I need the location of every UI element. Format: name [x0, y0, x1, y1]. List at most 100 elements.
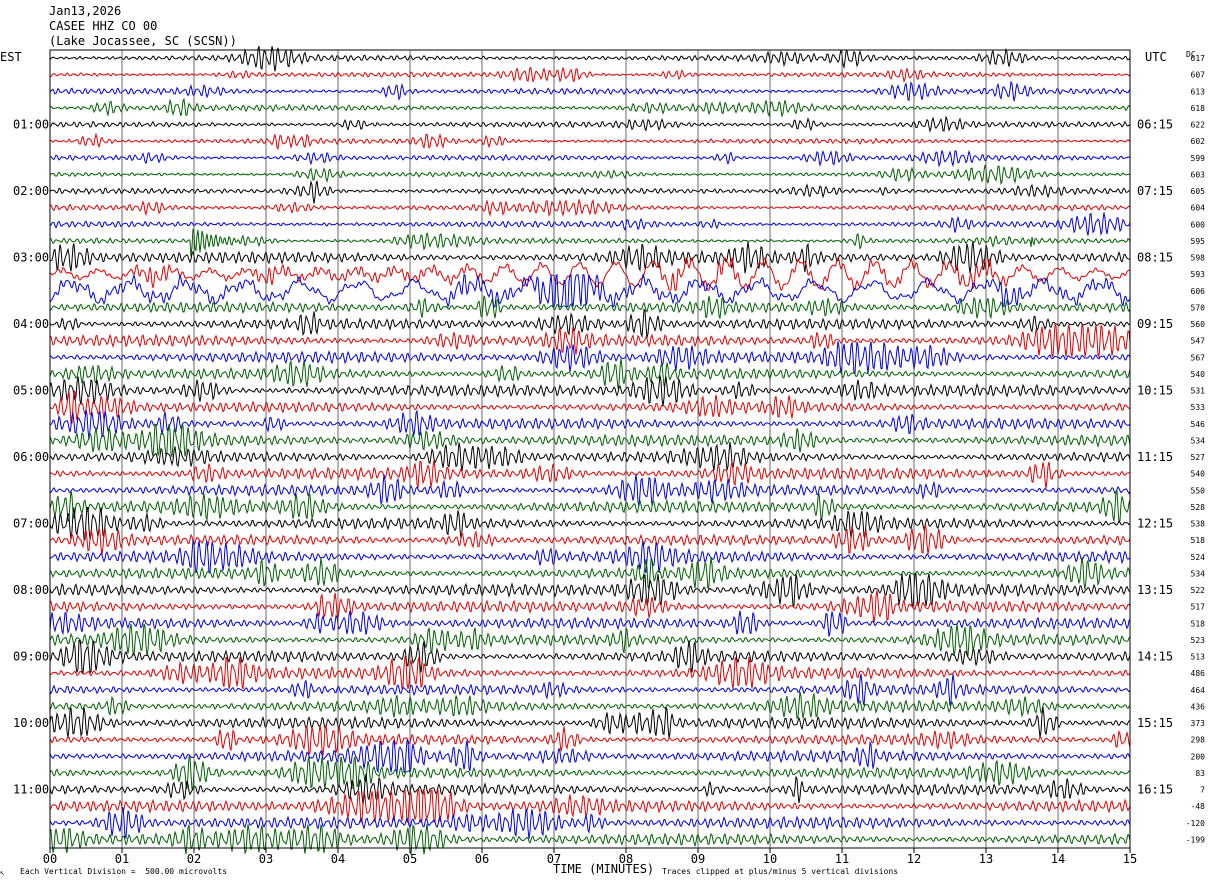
trace-row-10	[49, 212, 1131, 237]
left-time-label: 04:00	[13, 317, 49, 331]
right-time-label: 09:15	[1137, 317, 1173, 331]
dc-offset-label: 622	[1191, 121, 1206, 130]
dc-offset-label: -120	[1186, 819, 1205, 828]
x-tick-label-10: 10	[763, 852, 777, 866]
dc-offset-label: 570	[1191, 303, 1206, 312]
trace-row-0	[49, 45, 1131, 72]
dc-offset-label: 560	[1191, 320, 1206, 329]
right-time-label: 11:15	[1137, 450, 1173, 464]
dc-offset-label: 464	[1191, 686, 1206, 695]
trace-row-17	[49, 323, 1131, 359]
trace-row-47	[49, 823, 1131, 855]
trace-row-1	[49, 66, 1131, 83]
trace-row-15	[49, 295, 1131, 320]
dc-offset-label: 595	[1191, 237, 1206, 246]
grid-group	[49, 49, 1131, 853]
dc-offset-label: 436	[1191, 702, 1206, 711]
x-tick-label-00: 00	[43, 852, 57, 866]
trace-row-30	[49, 539, 1131, 574]
dc-offset-label: 517	[1191, 603, 1206, 612]
dc-offset-label: -199	[1186, 835, 1205, 844]
header-location: (Lake Jocassee, SC (SCSN))	[49, 34, 237, 48]
dc-offset-label: 547	[1191, 337, 1206, 346]
trace-row-45	[49, 788, 1131, 824]
dc-offset-label: 298	[1191, 736, 1206, 745]
trace-row-16	[49, 308, 1131, 339]
x-tick-label-09: 09	[691, 852, 705, 866]
left-time-label: 08:00	[13, 583, 49, 597]
trace-row-6	[49, 149, 1131, 168]
trace-row-27	[49, 490, 1131, 524]
right-time-label: 15:15	[1137, 716, 1173, 730]
left-time-label: 11:00	[13, 783, 49, 797]
dc-offset-label: 613	[1191, 87, 1206, 96]
trace-row-41	[49, 724, 1131, 756]
left-time-label: 01:00	[13, 118, 49, 132]
dc-offset-label: 593	[1191, 270, 1206, 279]
dc-label: DC	[1186, 50, 1196, 59]
trace-row-44	[49, 773, 1131, 805]
x-tick-label-07: 07	[547, 852, 561, 866]
right-time-label: 14:15	[1137, 650, 1173, 664]
left-time-label: 05:00	[13, 384, 49, 398]
dc-offset-label: 600	[1191, 220, 1206, 229]
dc-offset-label: 534	[1191, 569, 1206, 578]
trace-row-35	[49, 623, 1131, 657]
dc-offset-label: 540	[1191, 470, 1206, 479]
trace-row-26	[49, 474, 1131, 507]
trace-row-24	[49, 441, 1131, 472]
left-time-label: 03:00	[13, 251, 49, 265]
dc-offset-label: 200	[1191, 752, 1206, 761]
trace-row-22	[49, 409, 1131, 440]
plot-frame	[49, 49, 1131, 849]
trace-row-21	[49, 390, 1131, 424]
trace-row-14	[49, 273, 1131, 309]
trace-row-37	[49, 655, 1131, 690]
dc-offset-label: 607	[1191, 71, 1206, 80]
x-tick-label-01: 01	[115, 852, 129, 866]
x-tick-label-04: 04	[331, 852, 345, 866]
dc-offset-label: 538	[1191, 520, 1206, 529]
trace-row-36	[49, 640, 1131, 674]
right-time-label: 07:15	[1137, 184, 1173, 198]
x-tick-label-05: 05	[403, 852, 417, 866]
x-tick-label-02: 02	[187, 852, 201, 866]
x-tick-label-13: 13	[979, 852, 993, 866]
footer-note-left: Each Vertical Division = 500.00 microvol…	[20, 867, 228, 876]
dc-offset-label: 486	[1191, 669, 1206, 678]
trace-row-25	[49, 460, 1131, 489]
left-time-label: 09:00	[13, 650, 49, 664]
dc-offset-label: 523	[1191, 636, 1206, 645]
label-group: 00 01 02 03 04 05 06 07 08 09 10 11 12 13 14 15 01:00 02:…	[13, 54, 1205, 866]
x-axis-label: TIME (MINUTES)	[553, 862, 655, 876]
dc-offset-label: 373	[1191, 719, 1206, 728]
trace-row-29	[49, 523, 1131, 556]
trace-row-8	[49, 179, 1131, 204]
trace-row-43	[49, 756, 1131, 790]
trace-row-13	[49, 256, 1131, 291]
dc-offset-label: 567	[1191, 353, 1206, 362]
trace-row-38	[49, 673, 1131, 706]
trace-row-4	[49, 115, 1131, 134]
dc-offset-label: 603	[1191, 170, 1206, 179]
trace-row-2	[49, 80, 1131, 102]
trace-row-31	[49, 557, 1131, 590]
right-time-label: 06:15	[1137, 118, 1173, 132]
dc-offset-label: 534	[1191, 436, 1206, 445]
trace-row-3	[49, 97, 1131, 119]
x-tick-label-03: 03	[259, 852, 273, 866]
dc-offset-label: 528	[1191, 503, 1206, 512]
trace-row-28	[49, 506, 1131, 541]
dc-offset-label: 546	[1191, 420, 1206, 429]
dc-offset-label: 602	[1191, 137, 1206, 146]
trace-row-12	[50, 241, 1131, 274]
trace-row-32	[49, 573, 1131, 607]
trace-row-34	[49, 610, 1131, 637]
trace-row-7	[49, 164, 1130, 186]
dc-offset-label: 550	[1191, 486, 1206, 495]
trace-row-20	[49, 375, 1131, 407]
dc-offset-label: 533	[1191, 403, 1206, 412]
dc-offset-label: 606	[1191, 287, 1206, 296]
dc-offset-label: 7	[1200, 786, 1205, 795]
